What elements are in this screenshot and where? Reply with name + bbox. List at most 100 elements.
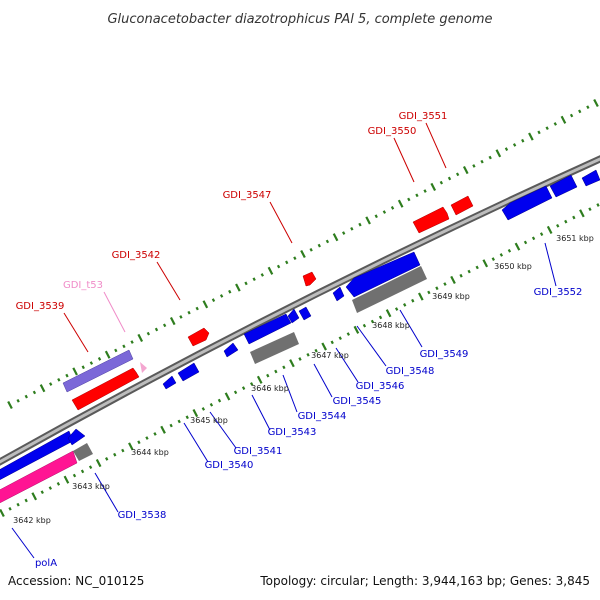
inner-tick [177,419,181,424]
outer-tick [495,149,502,158]
kbp-labels: 3642 kbp 3643 kbp 3644 kbp 3645 kbp 3646 kbp… [13,234,594,525]
outer-tick [179,315,183,319]
feature-gene-3546[interactable] [298,306,312,321]
outer-tick [586,105,590,110]
inner-tick [56,482,61,486]
feature-gene-3544[interactable] [243,313,292,345]
inner-tick [353,325,360,334]
leader-GDI_3542 [156,261,181,301]
kbp-label: 3643 kbp [72,482,110,491]
feature-gene-3550[interactable] [412,206,450,234]
label-GDI_3551[interactable]: GDI_3551 [399,111,448,122]
label-GDI_3539[interactable]: GDI_3539 [16,301,65,312]
leader-GDI_3539 [63,312,89,353]
outer-tick [480,159,484,164]
inner-tick [378,315,383,320]
outer-tick [560,115,567,124]
outer-tick [365,216,371,225]
outer-tick [211,298,216,302]
outer-tick [81,365,85,370]
kbp-label: 3647 kbp [311,351,349,360]
inner-tick [338,336,342,341]
outer-tick [374,214,378,219]
leader-GDI_3538 [94,472,119,513]
label-GDI_3547[interactable]: GDI_3547 [223,190,272,201]
feature-trna-t53[interactable] [140,362,147,373]
feature-gene-3547[interactable] [302,271,317,287]
kbp-label: 3648 kbp [372,321,410,330]
outer-tick [455,172,460,177]
feature-gene-3552-a[interactable] [501,185,553,221]
inner-tick [266,373,270,378]
feature-gene-3551[interactable] [450,195,474,216]
inner-tick [121,448,125,453]
label-GDI_3549[interactable]: GDI_3549 [420,349,469,360]
feature-gene-3540[interactable] [162,375,177,390]
feature-gene-3545[interactable] [287,308,300,324]
inner-tick [539,232,544,236]
inner-tick [217,398,222,403]
outer-tick [407,197,411,202]
feature-gene-3549[interactable] [345,251,421,298]
inner-tick [233,390,238,395]
label-GDI_3540[interactable]: GDI_3540 [205,460,254,471]
inner-tick [224,392,231,401]
outer-tick [202,300,209,309]
feature-gene-3542[interactable] [187,327,210,347]
label-GDI_3542[interactable]: GDI_3542 [112,250,161,261]
inner-tick [411,298,415,303]
inner-tick [491,257,495,261]
inner-tick [306,353,310,357]
label-polA[interactable]: polA [35,558,57,569]
label-GDI_3550[interactable]: GDI_3550 [368,126,417,137]
feature-cds-pola[interactable] [0,450,78,508]
outer-tick [187,310,191,315]
label-GDI_3543[interactable]: GDI_3543 [268,427,317,438]
feature-gene-3541[interactable] [177,362,200,382]
inner-tick [579,209,585,218]
feature-cds-3543[interactable] [250,332,299,364]
feature-cds-3538[interactable] [73,443,93,461]
feature-cds-3539[interactable] [62,349,134,393]
inner-tick [435,286,439,291]
inner-tick [88,465,93,470]
inner-tick [370,319,375,324]
leader-GDI_t53 [103,291,126,333]
feature-gene-3539[interactable] [71,367,140,411]
inner-tick [201,407,206,411]
outer-tick [553,122,557,126]
label-GDI_3546[interactable]: GDI_3546 [356,381,405,392]
outer-tick [397,199,404,208]
label-GDI_3541[interactable]: GDI_3541 [234,446,283,457]
feature-gene-3538[interactable] [67,428,86,446]
kbp-label: 3642 kbp [13,516,51,525]
inner-tick [16,502,20,507]
outer-tick [235,283,241,292]
inner-tick [298,357,302,361]
label-GDI_3548[interactable]: GDI_3548 [386,366,435,377]
outer-tick [89,361,94,365]
feature-gene-3553[interactable] [581,169,600,187]
inner-tick [394,307,399,311]
label-GDI_3552[interactable]: GDI_3552 [534,287,583,298]
inner-tick [72,473,77,478]
label-GDI_3538[interactable]: GDI_3538 [118,510,167,521]
kbp-label: 3650 kbp [494,262,532,271]
outer-tick [309,247,313,252]
label-GDI_3544[interactable]: GDI_3544 [298,411,347,422]
feature-gene-3548[interactable] [332,286,345,302]
feature-gene-3543[interactable] [223,342,239,358]
feature-gene-3552-b[interactable] [549,174,578,198]
inner-tick [31,492,38,501]
inner-tick [507,248,512,253]
gene-labels: GDI_3539 GDI_t53 GDI_3542 GDI_3547 GDI_3550 G… [16,111,583,569]
outer-tick [130,340,134,344]
inner-tick [0,508,5,518]
leader-GDI_3546 [335,347,359,383]
feature-cds-3548[interactable] [352,266,427,313]
inner-tick [596,203,600,207]
inner-tick [523,240,528,245]
label-GDI_3545[interactable]: GDI_3545 [333,396,382,407]
label-GDI_t53[interactable]: GDI_t53 [63,280,103,291]
leader-GDI_3547 [269,201,293,244]
